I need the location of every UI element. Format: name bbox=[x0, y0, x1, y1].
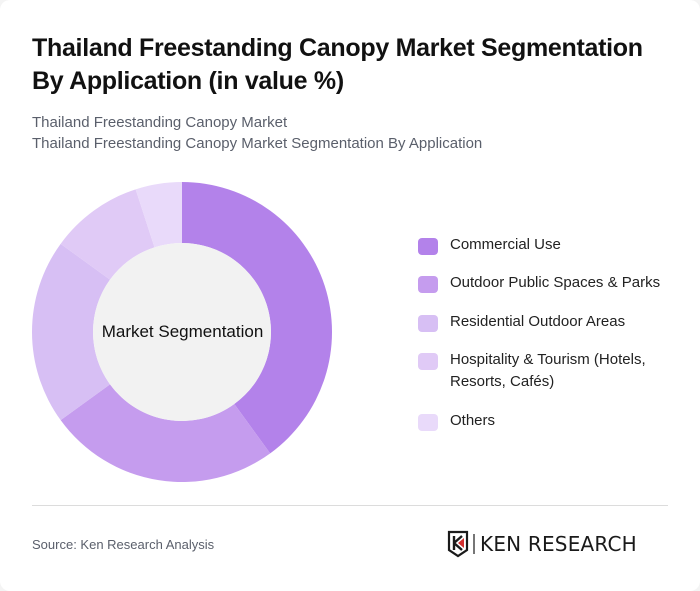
legend-swatch bbox=[418, 238, 438, 255]
legend-swatch bbox=[418, 414, 438, 431]
legend-label: Others bbox=[450, 412, 496, 429]
ken-research-logo: KEN RESEARCH bbox=[447, 530, 669, 558]
ken-research-wordmark: KEN RESEARCH bbox=[480, 532, 637, 556]
footer-divider bbox=[32, 505, 668, 506]
source-note: Source: Ken Research Analysis bbox=[32, 537, 215, 552]
legend-label: Hospitality & Tourism (Hotels, Resorts, … bbox=[450, 351, 646, 390]
chart-subtitle-market: Thailand Freestanding Canopy Market bbox=[32, 114, 288, 131]
donut-segment-residential-outdoor-areas bbox=[31, 243, 110, 421]
chart-subtitle-segmentation: Thailand Freestanding Canopy Market Segm… bbox=[32, 135, 483, 152]
donut-segment-outdoor-public-spaces-parks bbox=[60, 384, 271, 482]
donut-segment-commercial-use bbox=[182, 182, 332, 454]
legend-label: Outdoor Public Spaces & Parks bbox=[450, 274, 661, 291]
donut-segment-hospitality-tourism-hotels-resorts-caf-s bbox=[60, 189, 155, 280]
legend-label: Commercial Use bbox=[450, 236, 561, 253]
chart-title: Thailand Freestanding Canopy Market Segm… bbox=[32, 34, 643, 95]
ken-research-shield-icon bbox=[447, 530, 475, 558]
legend-swatch bbox=[418, 315, 438, 332]
donut-center-circle bbox=[93, 243, 271, 421]
donut-segment-others bbox=[135, 182, 182, 248]
legend-swatch bbox=[418, 276, 438, 293]
legend-swatch bbox=[418, 353, 438, 370]
legend-label: Residential Outdoor Areas bbox=[450, 313, 626, 330]
donut-center-label: Market Segmentation bbox=[101, 322, 264, 341]
